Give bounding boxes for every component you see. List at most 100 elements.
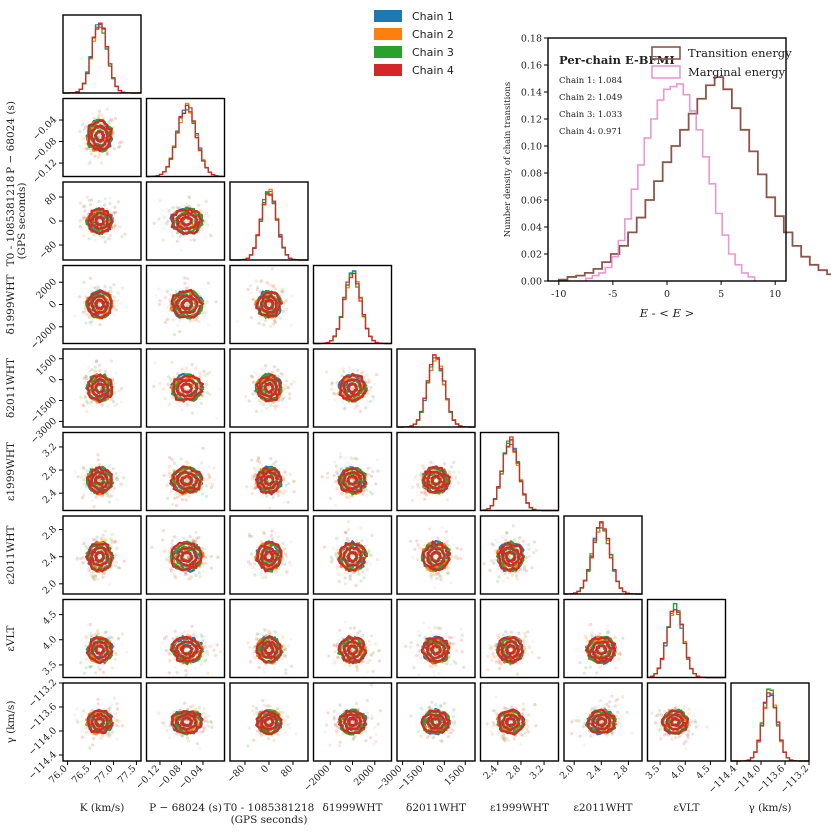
sample-point: [194, 318, 198, 322]
sample-point: [199, 730, 203, 734]
sample-point: [180, 735, 184, 740]
sample-point: [168, 455, 172, 460]
sample-point: [272, 666, 276, 670]
sample-point: [81, 555, 85, 559]
sample-point: [435, 577, 439, 581]
sample-point: [114, 371, 118, 375]
sample-point: [115, 477, 119, 482]
sample-point: [186, 285, 190, 289]
sample-point: [354, 583, 358, 587]
sample-point: [81, 472, 85, 476]
sample-point: [246, 744, 250, 748]
sample-point: [206, 671, 210, 675]
sample-point: [176, 401, 180, 405]
sample-point: [112, 283, 116, 287]
sample-point: [598, 665, 602, 669]
sample-point: [343, 664, 347, 668]
sample-point: [83, 671, 87, 675]
sample-point: [617, 657, 621, 662]
sample-point: [162, 529, 166, 533]
sample-point: [442, 462, 446, 466]
sample-point: [603, 664, 607, 668]
sample-point: [86, 624, 90, 628]
sample-point: [332, 387, 336, 392]
sample-point: [198, 374, 203, 378]
sample-point: [204, 199, 208, 203]
sample-point: [161, 538, 165, 542]
sample-point: [171, 234, 175, 238]
sample-point: [75, 707, 79, 711]
sample-point: [284, 647, 288, 651]
sample-point: [88, 161, 92, 165]
sample-point: [252, 370, 256, 374]
sample-point: [518, 536, 522, 540]
sample-point: [86, 401, 90, 405]
sample-point: [187, 573, 191, 577]
sample-point: [112, 295, 116, 299]
sample-point: [88, 203, 93, 207]
sample-point: [169, 489, 173, 493]
sample-point: [180, 368, 184, 372]
chain-4-contour: [86, 373, 114, 404]
sample-point: [113, 539, 117, 543]
scatter-panel-d1999-vs-P: [145, 264, 226, 345]
sample-point: [493, 655, 497, 659]
sample-point: [333, 661, 337, 665]
sample-point: [369, 385, 373, 389]
sample-point: [352, 626, 357, 630]
sample-point: [190, 411, 194, 415]
sample-point: [197, 571, 201, 575]
sample-point: [246, 560, 251, 564]
sample-point: [271, 495, 275, 500]
sample-point: [355, 369, 360, 373]
sample-point: [174, 503, 179, 508]
sample-point: [80, 561, 84, 565]
sample-point: [288, 726, 292, 730]
sample-point: [333, 460, 337, 464]
sample-point: [213, 478, 217, 482]
sample-point: [115, 737, 119, 741]
sample-point: [362, 377, 367, 382]
sample-point: [113, 404, 117, 408]
sample-point: [210, 725, 214, 729]
sample-point: [118, 301, 123, 305]
sample-point: [618, 652, 622, 656]
sample-point: [96, 697, 100, 701]
sample-point: [175, 372, 180, 376]
sample-point: [82, 137, 86, 141]
sample-point: [167, 291, 171, 295]
sample-point: [89, 149, 93, 153]
sample-point: [250, 565, 254, 569]
sample-point: [85, 399, 89, 403]
sample-point: [78, 130, 82, 134]
sample-point: [262, 323, 267, 327]
sample-point: [261, 699, 265, 703]
sample-point: [81, 397, 85, 401]
sample-point: [287, 644, 291, 648]
sample-point: [337, 744, 341, 748]
sample-point: [356, 400, 360, 404]
sample-point: [374, 482, 378, 486]
sample-point: [92, 116, 96, 120]
sample-point: [87, 371, 91, 375]
sample-point: [120, 235, 124, 239]
sample-point: [327, 654, 331, 658]
sample-point: [109, 359, 113, 363]
sample-point: [107, 731, 111, 735]
chain-4-contour: [180, 298, 193, 311]
sample-point: [84, 142, 88, 146]
sample-point: [320, 475, 324, 479]
sample-point: [348, 500, 352, 504]
chain-4-contour: [87, 207, 114, 235]
sample-point: [117, 200, 121, 204]
sample-point: [114, 210, 118, 214]
sample-point: [261, 667, 265, 671]
sample-point: [482, 562, 486, 566]
sample-point: [113, 381, 117, 385]
sample-point: [81, 403, 85, 407]
sample-point: [436, 536, 440, 540]
sample-point: [285, 379, 289, 383]
sample-point: [490, 542, 494, 546]
sample-point: [250, 458, 254, 462]
sample-point: [366, 466, 370, 471]
